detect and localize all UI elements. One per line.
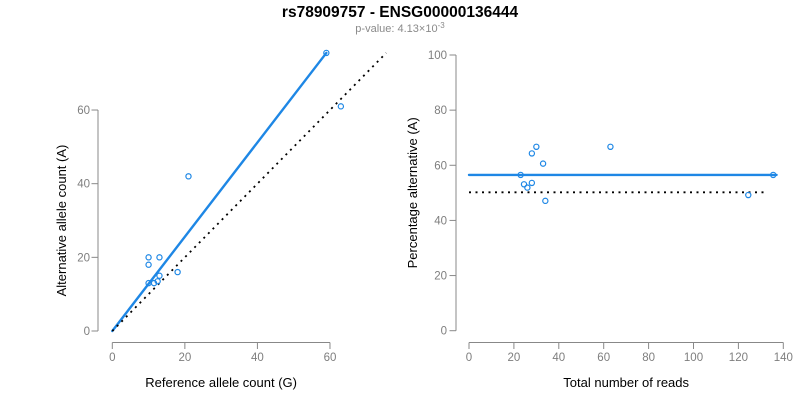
data-point [185,173,192,180]
x-tick-label: 20 [508,352,521,364]
x-tick-label: 40 [552,352,565,364]
data-point [156,272,163,279]
y-axis: 0 20 40 60 80 100 Percentage alternative (A) [405,50,457,338]
p-value-exponent: -3 [437,21,445,30]
x-tick-label: 0 [466,352,472,364]
data-point [520,181,528,188]
y-tick-label: 100 [428,50,447,62]
data-point [607,143,614,151]
data-point [533,143,540,151]
y-tick-label: 0 [84,326,90,338]
data-point [337,103,345,110]
data-point [528,179,536,187]
data-point [145,254,152,261]
y-tick-label: 60 [434,160,447,172]
x-tick-label: 80 [642,352,655,364]
x-axis-title: Total number of reads [563,375,689,390]
y-tick-label: 20 [434,271,447,283]
data-point [528,150,536,157]
data-point [145,261,152,268]
y-tick-label: 40 [434,215,447,227]
x-tick-label: 60 [597,352,610,364]
data-point [517,171,524,179]
x-tick-label: 100 [684,352,703,364]
x-axis: 0 20 40 60 80 100 120 140 Total number of reads [466,342,793,390]
data-points [517,143,777,205]
figure-title: rs78909757 - ENSG00000136444 [281,4,519,21]
data-point [745,191,752,199]
x-tick-label: 40 [251,352,264,364]
identity-line [111,52,387,332]
x-axis-title: Reference allele count (G) [145,375,297,390]
y-axis-title: Percentage alternative (A) [405,117,420,268]
regression-fit-line [111,51,328,333]
data-point [539,160,547,167]
y-axis: 0 20 40 60 Alternative allele count (A) [54,105,99,338]
data-point [524,184,531,191]
x-tick-label: 60 [324,352,337,364]
data-point [323,49,330,57]
data-point [154,278,161,285]
x-tick-label: 0 [109,352,115,364]
y-tick-label: 80 [434,105,447,117]
left-scatter-panel: 0 20 40 60 Reference allele count (G) 0 20 40 60… [54,49,387,390]
data-point [174,268,181,276]
x-tick-label: 20 [178,352,191,364]
y-tick-label: 0 [441,326,447,338]
y-tick-label: 40 [77,179,90,191]
p-value-text: p-value: 4.13×10 [355,23,438,35]
x-tick-label: 120 [729,352,748,364]
figure-subtitle: p-value: 4.13×10-3 [0,21,800,35]
data-points [145,49,345,287]
y-axis-title: Alternative allele count (A) [54,145,69,297]
y-tick-label: 60 [77,105,90,117]
y-tick-label: 20 [77,252,90,264]
data-point [156,254,163,261]
data-point [542,197,549,205]
data-point [769,171,777,179]
x-axis: 0 20 40 60 Reference allele count (G) [109,342,337,390]
x-tick-label: 140 [774,352,793,364]
